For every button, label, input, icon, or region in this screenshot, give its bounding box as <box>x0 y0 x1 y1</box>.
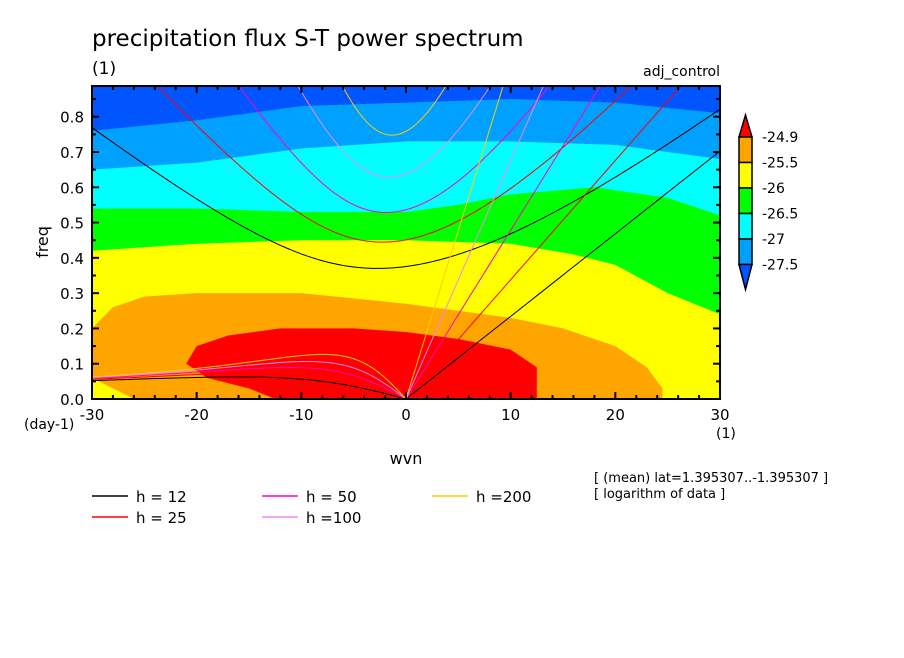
colorbar-swatch <box>738 212 753 240</box>
curve-rossby-h25 <box>92 371 407 399</box>
x-tick-label: 20 <box>606 406 625 424</box>
legend-label-h25: h = 25 <box>136 509 187 527</box>
experiment-label: adj_control <box>643 64 720 80</box>
x-axis-label: wvn <box>390 449 423 468</box>
colorbar-min-arrow <box>738 263 753 293</box>
x-tick-label: -30 <box>80 406 105 424</box>
curve-rossby-h12 <box>92 376 407 399</box>
annotation-lat: [ (mean) lat=1.395307..-1.395307 ] <box>594 471 828 486</box>
colorbar-label: -24.9 <box>762 130 798 146</box>
legend-label-h12: h = 12 <box>136 488 187 506</box>
y-tick-label: 0.5 <box>60 215 84 233</box>
x-tick-label: 0 <box>401 406 411 424</box>
curve-kelvin-h12 <box>405 150 720 399</box>
colorbar-swatch <box>738 161 753 189</box>
curve-kelvin-h25 <box>405 86 682 399</box>
annotation-log: [ logarithm of data ] <box>594 487 725 502</box>
x-tick-label: -20 <box>184 406 209 424</box>
chart-title: precipitation flux S-T power spectrum <box>92 26 524 52</box>
y-units-label: (day-1) <box>24 417 74 433</box>
y-tick-label: 0.4 <box>60 250 84 268</box>
curve-rossby-h100 <box>92 360 407 399</box>
curve-inertia-gravity-h12 <box>92 108 720 269</box>
curve-inertia-gravity-h200 <box>341 86 447 136</box>
legend-label-h100: h =100 <box>306 509 361 527</box>
x-tick-label: 30 <box>710 406 729 424</box>
colorbar-swatch <box>738 136 753 164</box>
x-tick-label: -10 <box>289 406 314 424</box>
y-tick-label: 0.8 <box>60 109 84 127</box>
colorbar-label: -27.5 <box>762 258 798 274</box>
x-units-label: (1) <box>716 426 736 442</box>
colorbar: -24.9 -25.5 -26 -26.5 -27 -27.5 <box>737 112 798 293</box>
y-tick-label: 0.0 <box>60 391 84 409</box>
y-tick-label: 0.1 <box>60 356 84 374</box>
colorbar-swatch <box>738 238 753 266</box>
contour-fill <box>92 86 720 399</box>
y-tick-label: 0.6 <box>60 179 84 197</box>
curve-kelvin-h100 <box>405 86 544 399</box>
curve-inertia-gravity-h50 <box>238 86 550 213</box>
curve-inertia-gravity-h100 <box>297 86 491 178</box>
x-tick-label: 10 <box>501 406 520 424</box>
y-tick-label: 0.2 <box>60 320 84 338</box>
legend-label-h50: h = 50 <box>306 488 357 506</box>
colorbar-swatch <box>738 187 753 215</box>
y-tick-label: 0.7 <box>60 144 84 162</box>
axes: -30 -20 -10 0 10 20 30 0.0 0.1 0.2 0.3 0.4 0.5 0.6 0.7… <box>60 86 730 424</box>
y-tick-label: 0.3 <box>60 285 84 303</box>
legend: h = 12 h = 25 h = 50 h =100 h =200 <box>92 488 531 527</box>
units-label: (1) <box>92 59 116 79</box>
curve-kelvin-h50 <box>405 86 601 399</box>
colorbar-label: -25.5 <box>762 156 798 172</box>
curve-rossby-h50 <box>92 366 407 399</box>
colorbar-label: -26.5 <box>762 207 798 223</box>
colorbar-label: -27 <box>762 232 785 248</box>
curve-kelvin-h200 <box>405 86 504 399</box>
y-axis-label: freq <box>33 226 52 258</box>
dispersion-curves <box>92 86 720 399</box>
curve-inertia-gravity-h25 <box>156 86 632 243</box>
contour-band-5 <box>186 328 537 399</box>
colorbar-max-arrow <box>737 112 754 138</box>
colorbar-label: -26 <box>762 181 785 197</box>
curve-rossby-h200 <box>92 353 407 399</box>
legend-label-h200: h =200 <box>476 488 531 506</box>
